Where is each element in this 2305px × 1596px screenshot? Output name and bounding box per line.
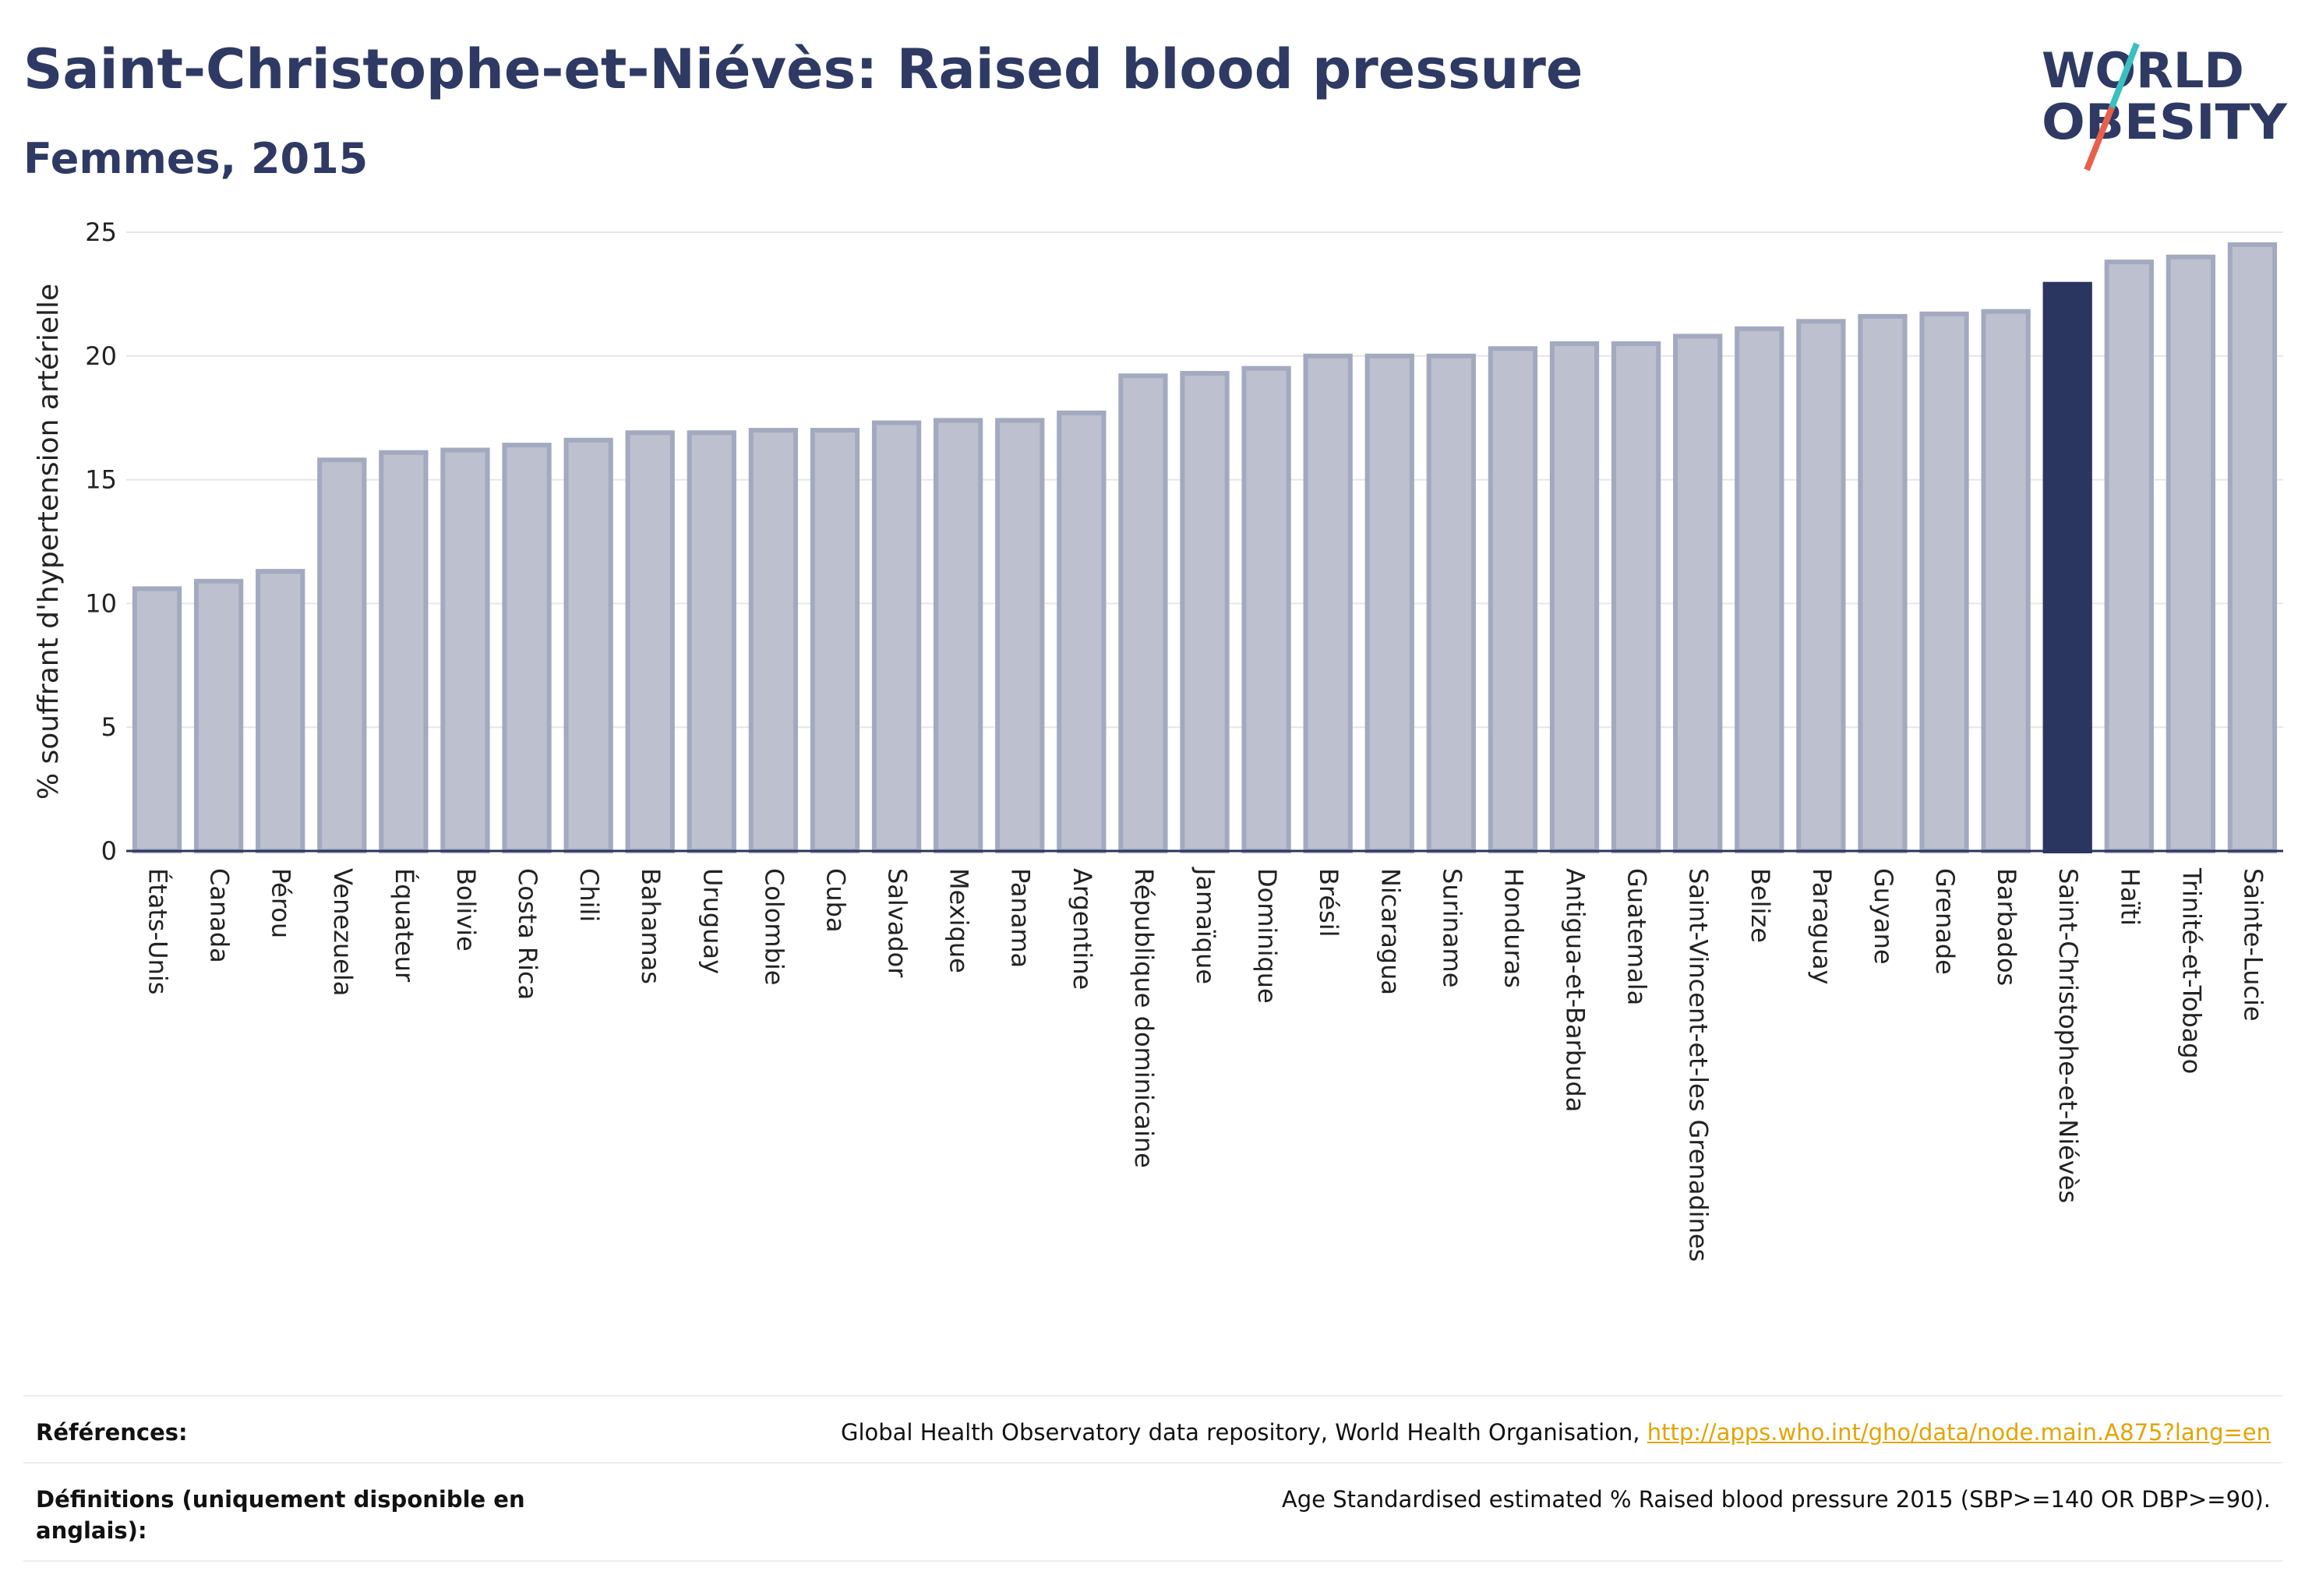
- logo-slash-upper: [2109, 42, 2140, 109]
- x-tick-label: Équateur: [390, 868, 419, 983]
- x-tick-label: Sainte-Lucie: [2238, 868, 2268, 1022]
- x-tick-label: Bolivie: [451, 868, 481, 952]
- bar: [2227, 242, 2278, 853]
- definitions-value: Age Standardised estimated % Raised bloo…: [1281, 1486, 2271, 1513]
- x-tick-label: Nicaragua: [1375, 868, 1405, 995]
- bar-chart: 0 5 10 15 20 25 % souffrant d'hypertension art…: [33, 217, 2283, 1262]
- bar: [193, 578, 244, 853]
- x-tick-label: Panama: [1006, 868, 1036, 968]
- bar: [256, 569, 305, 853]
- references-value: Global Health Observatory data repositor…: [841, 1417, 2271, 1448]
- x-tick-label: Paraguay: [1807, 868, 1837, 984]
- bar: [1858, 313, 1908, 853]
- logo-slash-lower: [2084, 106, 2115, 171]
- x-tick-label: Saint-Vincent-et-les Grenadines: [1684, 868, 1714, 1262]
- x-tick-label: Antigua-et-Barbuda: [1561, 868, 1590, 1112]
- bar: [1303, 353, 1353, 853]
- chart-title: Saint-Christophe-et-Niévès: Raised blood…: [23, 37, 1583, 101]
- bar: [810, 428, 860, 853]
- x-tick-label: Pérou: [267, 868, 296, 938]
- bar: [625, 430, 675, 853]
- bar: [1919, 311, 1969, 854]
- bar: [687, 430, 736, 853]
- bar: [995, 418, 1045, 853]
- x-tick-label: Venezuela: [328, 868, 358, 996]
- y-tick-label: 20: [85, 341, 117, 371]
- y-tick-label: 0: [101, 836, 117, 866]
- logo-word-obesity: OBESITY: [2042, 94, 2288, 150]
- definitions-row: Définitions (uniquement disponible en an…: [23, 1462, 2283, 1562]
- x-tick-label: Chili: [574, 868, 604, 922]
- x-tick-label: Bahamas: [636, 868, 665, 984]
- references-label: Références:: [36, 1419, 188, 1446]
- x-tick-label: États-Unis: [143, 868, 173, 994]
- y-tick-label: 5: [101, 712, 117, 742]
- y-tick-label: 25: [85, 217, 117, 247]
- x-tick-label: Brésil: [1314, 868, 1343, 937]
- bar: [871, 420, 922, 853]
- x-tick-label: Costa Rica: [513, 868, 542, 1000]
- chart-subtitle: Femmes, 2015: [23, 134, 369, 183]
- bar: [748, 428, 799, 853]
- references-link[interactable]: http://apps.who.int/gho/data/node.main.A…: [1647, 1419, 2271, 1446]
- x-tick-label: Mexique: [944, 868, 974, 973]
- y-tick-label: 15: [85, 465, 117, 495]
- bar: [1796, 319, 1846, 853]
- bar: [1241, 365, 1291, 853]
- bar: [1673, 334, 1723, 853]
- x-tick-label: Jamaïque: [1191, 867, 1220, 984]
- world-obesity-logo: WORLD OBESITY: [2042, 42, 2288, 171]
- bar: [502, 443, 552, 853]
- x-tick-label: Canada: [205, 868, 235, 963]
- sources-table: Références: Global Health Observatory da…: [23, 1395, 2283, 1562]
- bar: [1057, 410, 1107, 853]
- bar: [1549, 341, 1600, 854]
- x-tick-label: Salvador: [883, 868, 912, 978]
- bar: [1180, 371, 1230, 854]
- x-tick-label: République dominicaine: [1129, 868, 1159, 1168]
- bar: [132, 586, 182, 853]
- bar: [317, 457, 367, 854]
- x-tick-label: Cuba: [821, 868, 850, 933]
- bar: [379, 450, 429, 853]
- x-tick-label: Trinité-et-Tobago: [2176, 867, 2206, 1074]
- bar: [2166, 254, 2216, 853]
- y-axis-label: % souffrant d'hypertension artérielle: [33, 284, 65, 800]
- x-tick-label: Saint-Christophe-et-Niévès: [2053, 868, 2083, 1203]
- bar: [934, 418, 983, 853]
- x-tick-label: Barbados: [1992, 868, 2021, 986]
- x-tick-label: Argentine: [1068, 868, 1097, 990]
- x-tick-label: Grenade: [1930, 868, 1960, 975]
- bar: [2104, 260, 2154, 853]
- bar: [1611, 341, 1661, 854]
- bar: [1118, 373, 1168, 853]
- x-tick-label: Dominique: [1252, 868, 1282, 1004]
- bar: [1426, 353, 1476, 853]
- bar: [1981, 309, 2031, 853]
- x-tick-label: Haïti: [2115, 868, 2144, 926]
- logo-word-world: WORLD: [2042, 42, 2244, 99]
- bar: [563, 437, 613, 853]
- x-tick-label: Guyane: [1869, 868, 1898, 965]
- bar: [1735, 326, 1784, 853]
- x-tick-label: Colombie: [759, 868, 789, 985]
- references-text: Global Health Observatory data repositor…: [840, 1419, 1647, 1446]
- x-tick-label: Uruguay: [697, 868, 727, 974]
- y-tick-label: 10: [85, 588, 117, 618]
- bar: [1364, 353, 1414, 853]
- x-tick-label: Suriname: [1437, 868, 1467, 987]
- bar: [1488, 346, 1538, 854]
- bar: [440, 447, 490, 853]
- definitions-label: Définitions (uniquement disponible en an…: [36, 1486, 525, 1544]
- references-row: Références: Global Health Observatory da…: [23, 1395, 2283, 1462]
- x-tick-label: Honduras: [1498, 868, 1528, 988]
- bar: [2042, 281, 2092, 854]
- x-tick-label: Guatemala: [1622, 868, 1652, 1005]
- x-tick-label: Belize: [1746, 868, 1775, 943]
